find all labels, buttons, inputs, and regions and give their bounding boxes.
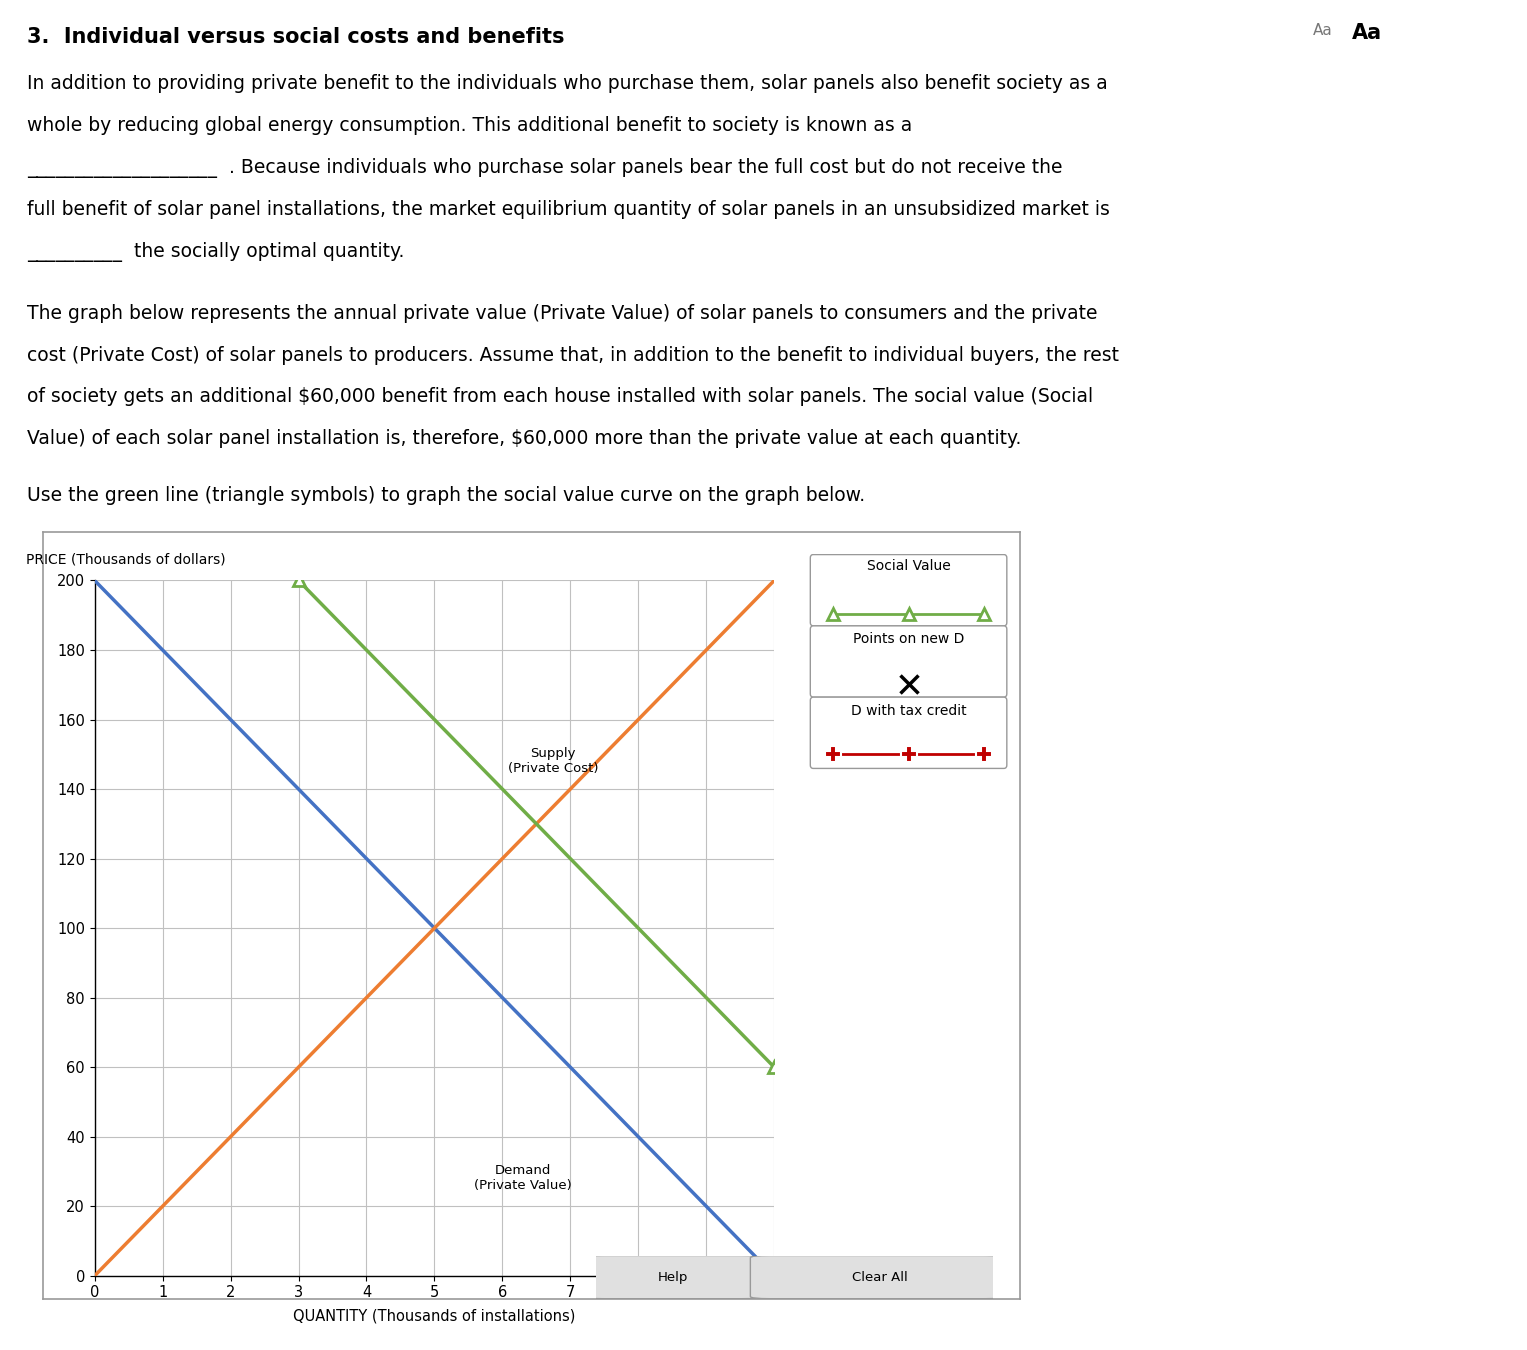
- Text: __________  the socially optimal quantity.: __________ the socially optimal quantity…: [27, 242, 405, 262]
- FancyBboxPatch shape: [811, 555, 1006, 626]
- Text: Use the green line (triangle symbols) to graph the social value curve on the gra: Use the green line (triangle symbols) to…: [27, 486, 866, 505]
- Text: PRICE (Thousands of dollars): PRICE (Thousands of dollars): [26, 554, 226, 567]
- Text: of society gets an additional $60,000 benefit from each house installed with sol: of society gets an additional $60,000 be…: [27, 387, 1093, 406]
- Text: Aa: Aa: [1313, 23, 1333, 38]
- FancyBboxPatch shape: [811, 697, 1006, 768]
- Text: Clear All: Clear All: [852, 1270, 907, 1284]
- Text: full benefit of solar panel installations, the market equilibrium quantity of so: full benefit of solar panel installation…: [27, 200, 1110, 219]
- Text: Social Value: Social Value: [867, 559, 950, 572]
- Text: Help: Help: [658, 1270, 689, 1284]
- X-axis label: QUANTITY (Thousands of installations): QUANTITY (Thousands of installations): [293, 1308, 576, 1324]
- Text: whole by reducing global energy consumption. This additional benefit to society : whole by reducing global energy consumpt…: [27, 116, 913, 135]
- Text: Aa: Aa: [1351, 23, 1382, 43]
- Text: ____________________  . Because individuals who purchase solar panels bear the f: ____________________ . Because individua…: [27, 158, 1063, 178]
- FancyBboxPatch shape: [811, 626, 1006, 697]
- Text: Points on new D: Points on new D: [854, 632, 964, 647]
- Text: Supply
(Private Cost): Supply (Private Cost): [508, 748, 599, 775]
- Text: D with tax credit: D with tax credit: [851, 703, 967, 718]
- Text: Value) of each solar panel installation is, therefore, $60,000 more than the pri: Value) of each solar panel installation …: [27, 429, 1022, 448]
- Text: cost (Private Cost) of solar panels to producers. Assume that, in addition to th: cost (Private Cost) of solar panels to p…: [27, 346, 1119, 365]
- FancyBboxPatch shape: [583, 1256, 762, 1299]
- Text: In addition to providing private benefit to the individuals who purchase them, s: In addition to providing private benefit…: [27, 74, 1109, 93]
- Text: The graph below represents the annual private value (Private Value) of solar pan: The graph below represents the annual pr…: [27, 304, 1098, 323]
- Text: 3.  Individual versus social costs and benefits: 3. Individual versus social costs and be…: [27, 27, 565, 47]
- FancyBboxPatch shape: [750, 1256, 1005, 1299]
- Text: Demand
(Private Value): Demand (Private Value): [473, 1165, 571, 1192]
